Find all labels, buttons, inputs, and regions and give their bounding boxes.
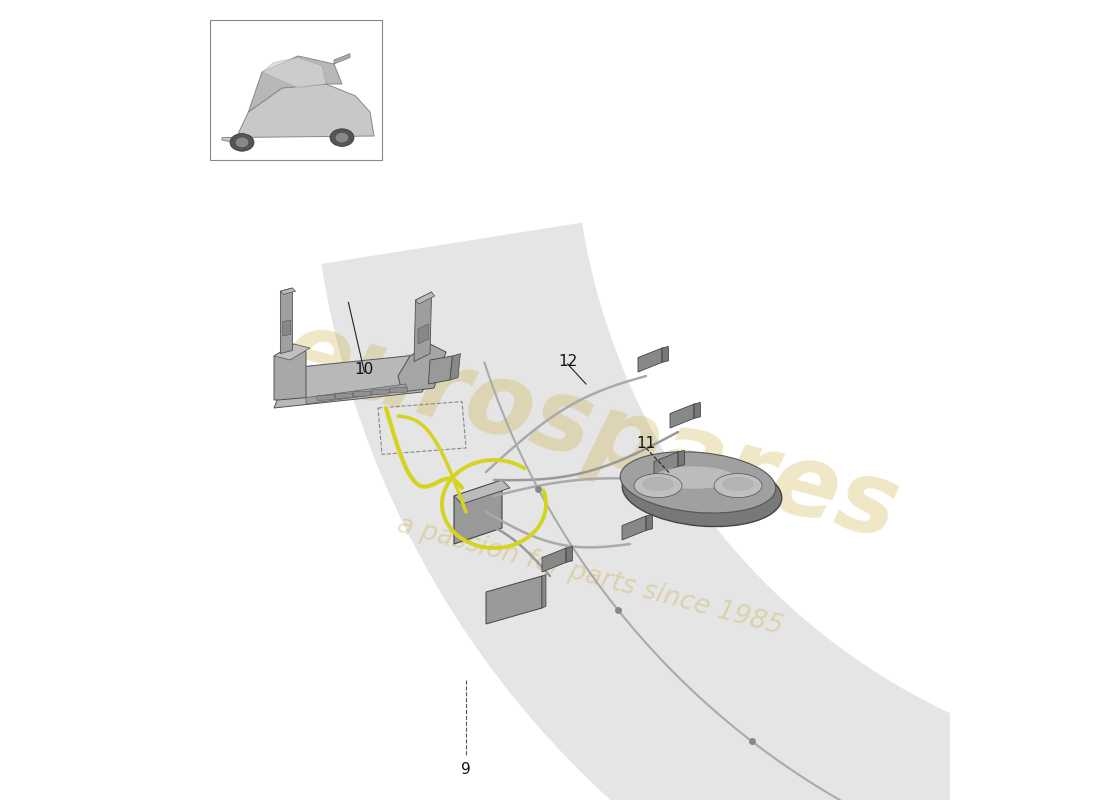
Text: 12: 12 bbox=[558, 354, 578, 369]
Polygon shape bbox=[283, 320, 290, 336]
Ellipse shape bbox=[642, 477, 674, 491]
Polygon shape bbox=[662, 346, 669, 362]
Polygon shape bbox=[486, 576, 542, 624]
Ellipse shape bbox=[336, 133, 349, 142]
Text: 10: 10 bbox=[355, 362, 374, 377]
Polygon shape bbox=[389, 387, 407, 393]
Ellipse shape bbox=[235, 138, 249, 147]
Text: 9: 9 bbox=[461, 762, 471, 777]
Polygon shape bbox=[621, 516, 646, 540]
Polygon shape bbox=[450, 354, 461, 380]
Polygon shape bbox=[274, 344, 306, 400]
Polygon shape bbox=[274, 352, 446, 408]
Polygon shape bbox=[280, 288, 296, 294]
Polygon shape bbox=[334, 54, 350, 64]
Polygon shape bbox=[414, 292, 431, 362]
Polygon shape bbox=[353, 391, 371, 397]
Polygon shape bbox=[566, 546, 572, 562]
Polygon shape bbox=[317, 395, 334, 400]
Ellipse shape bbox=[623, 458, 782, 526]
Polygon shape bbox=[638, 348, 662, 372]
Polygon shape bbox=[398, 344, 446, 392]
Polygon shape bbox=[454, 480, 510, 504]
Ellipse shape bbox=[330, 129, 354, 146]
Text: eurospares: eurospares bbox=[272, 303, 909, 561]
Polygon shape bbox=[670, 404, 694, 428]
Polygon shape bbox=[646, 514, 652, 530]
Text: a passion for parts since 1985: a passion for parts since 1985 bbox=[394, 512, 785, 640]
Polygon shape bbox=[222, 84, 374, 142]
Ellipse shape bbox=[714, 474, 762, 498]
Ellipse shape bbox=[722, 477, 754, 491]
Polygon shape bbox=[306, 384, 406, 404]
Polygon shape bbox=[454, 480, 502, 544]
Polygon shape bbox=[542, 574, 546, 608]
Polygon shape bbox=[428, 356, 452, 384]
Ellipse shape bbox=[620, 452, 776, 513]
Polygon shape bbox=[262, 58, 326, 88]
Polygon shape bbox=[274, 344, 310, 360]
Polygon shape bbox=[654, 452, 678, 476]
Bar bbox=[210, 20, 382, 160]
Ellipse shape bbox=[634, 474, 682, 498]
Polygon shape bbox=[336, 393, 353, 398]
Polygon shape bbox=[280, 288, 293, 354]
Text: 11: 11 bbox=[637, 437, 656, 451]
Polygon shape bbox=[542, 548, 566, 572]
Polygon shape bbox=[694, 402, 701, 418]
Ellipse shape bbox=[230, 134, 254, 151]
Polygon shape bbox=[372, 389, 389, 394]
Polygon shape bbox=[678, 450, 684, 466]
Polygon shape bbox=[418, 324, 428, 344]
Polygon shape bbox=[321, 222, 1100, 800]
Polygon shape bbox=[249, 56, 342, 112]
Polygon shape bbox=[416, 292, 434, 304]
Ellipse shape bbox=[654, 466, 734, 489]
